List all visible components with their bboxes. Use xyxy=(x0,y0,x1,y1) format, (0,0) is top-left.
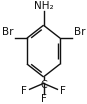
Text: Br: Br xyxy=(2,27,13,37)
Text: NH₂: NH₂ xyxy=(34,1,53,11)
Text: Br: Br xyxy=(74,27,85,37)
Text: F: F xyxy=(21,86,27,96)
Text: C: C xyxy=(40,80,47,90)
Text: F: F xyxy=(60,86,66,96)
Text: F: F xyxy=(41,94,46,104)
